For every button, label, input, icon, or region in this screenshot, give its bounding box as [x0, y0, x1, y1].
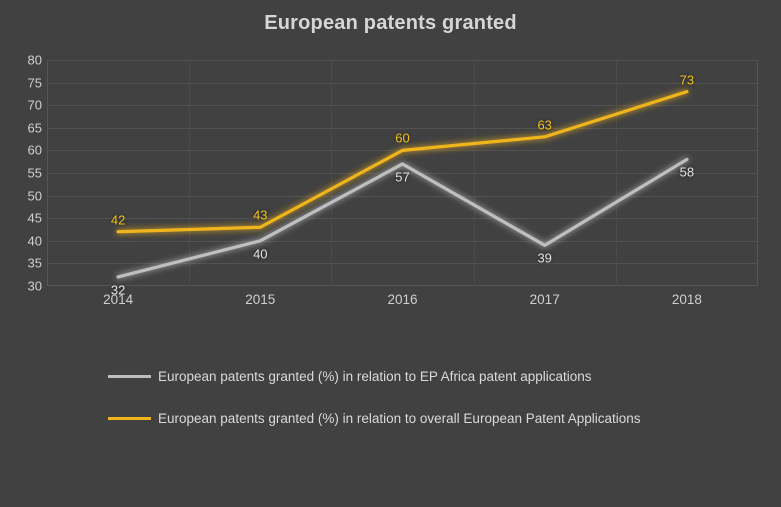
gridline-horizontal	[47, 82, 758, 84]
gridline-horizontal	[47, 173, 758, 174]
y-axis-tick-label: 45	[27, 210, 42, 226]
y-axis-tick-label: 55	[27, 165, 42, 181]
y-axis-tick-label: 35	[27, 255, 42, 271]
data-label-overall-2014: 42	[110, 212, 126, 228]
gridline-vertical	[189, 60, 191, 286]
series-line-africa	[116, 157, 689, 279]
x-axis-tick-label: 2016	[387, 292, 418, 307]
y-axis: 30 35 40 45 50 55 60 65 70 75 80	[0, 53, 42, 294]
x-axis: 2014 2015 2016 2017 2018	[47, 292, 758, 314]
gridline-horizontal	[47, 105, 758, 107]
gridline-horizontal	[47, 218, 758, 220]
x-axis-tick-label: 2018	[671, 292, 702, 307]
series-layer	[116, 90, 689, 279]
legend-line-icon-gray	[108, 374, 151, 378]
legend-line-icon-yellow	[108, 416, 151, 420]
legend-label-africa: European patents granted (%) in relation…	[158, 368, 592, 384]
chart-title: European patents granted	[264, 12, 517, 34]
legend-item-overall[interactable]: European patents granted (%) in relation…	[0, 397, 781, 439]
y-axis-tick-label: 75	[27, 75, 42, 91]
data-label-africa-2014: 32	[110, 282, 126, 298]
data-label-africa-2015: 40	[253, 246, 268, 262]
y-axis-tick-label: 80	[27, 52, 42, 68]
chart-legend: European patents granted (%) in relation…	[0, 355, 781, 439]
x-axis-tick-label: 2015	[245, 292, 276, 307]
data-label-overall-2018: 73	[679, 72, 695, 88]
gridline-vertical	[615, 60, 617, 286]
data-label-overall-2016: 60	[395, 130, 410, 146]
y-axis-tick-label: 65	[27, 120, 42, 136]
series-line-overall	[116, 90, 689, 234]
data-label-africa-2017: 39	[537, 250, 552, 266]
gridline-vertical	[473, 60, 475, 286]
y-axis-tick-label: 60	[27, 142, 42, 158]
data-label-africa-2018: 58	[679, 164, 695, 180]
gridline-horizontal	[47, 127, 758, 129]
x-axis-tick-label: 2014	[103, 292, 134, 307]
y-axis-tick-label: 70	[27, 97, 42, 113]
gridline-vertical	[331, 60, 333, 286]
data-label-overall-2017: 63	[537, 117, 552, 133]
data-label-overall-2015: 43	[253, 207, 268, 223]
gridline-horizontal	[47, 60, 758, 61]
gridline-horizontal	[47, 240, 758, 242]
y-axis-tick-label: 40	[27, 233, 42, 249]
y-axis-tick-label: 30	[27, 278, 42, 294]
y-axis-tick-label: 50	[27, 188, 42, 204]
gridline-horizontal	[47, 195, 758, 197]
x-axis-tick-label: 2017	[529, 292, 560, 307]
data-label-africa-2016: 57	[395, 169, 410, 185]
legend-item-africa[interactable]: European patents granted (%) in relation…	[0, 355, 781, 397]
legend-label-overall: European patents granted (%) in relation…	[158, 410, 641, 426]
gridline-horizontal	[47, 263, 758, 265]
